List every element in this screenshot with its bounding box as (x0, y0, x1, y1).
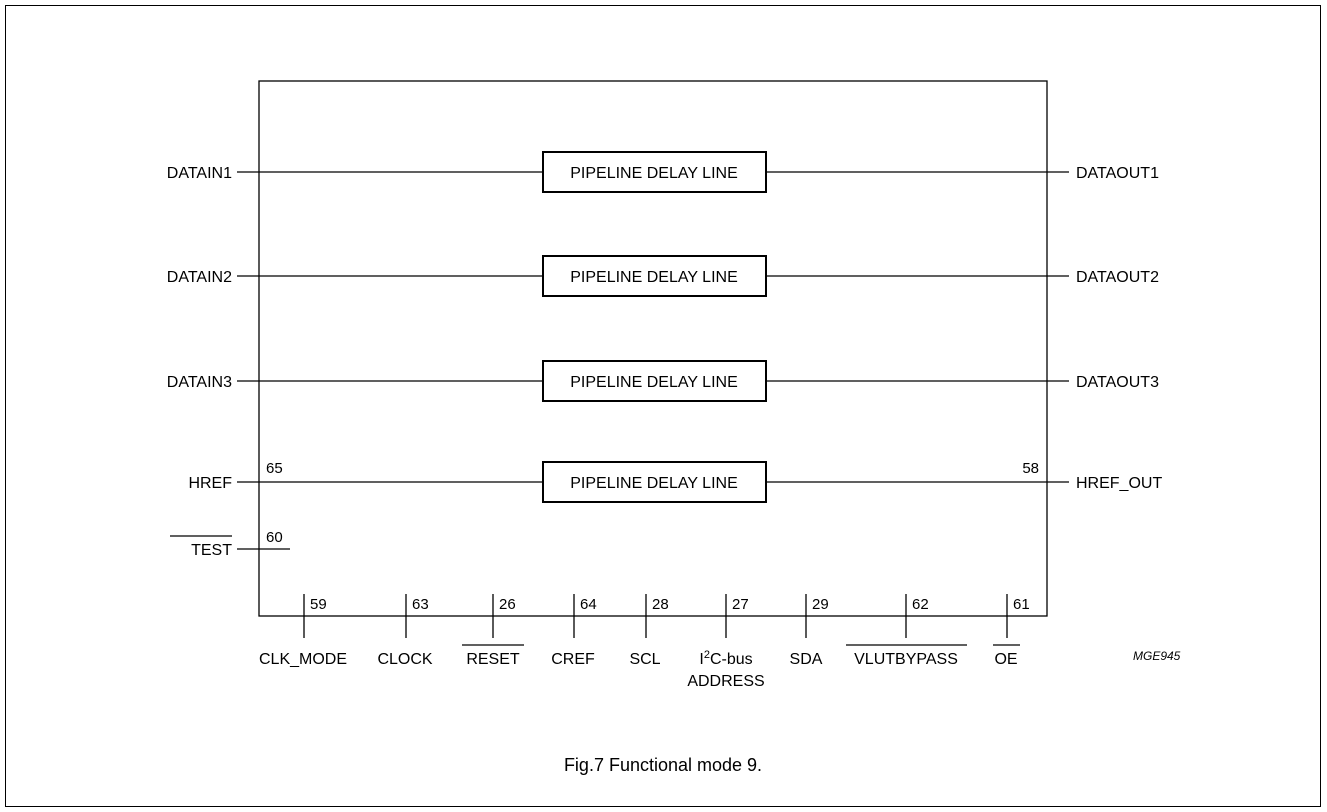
pin-number: 62 (912, 596, 929, 613)
signal-dataout3: DATAOUT3 (1076, 374, 1159, 391)
pin-label: SCL (629, 651, 660, 668)
pin-number: 28 (652, 596, 669, 613)
pin-label: CLOCK (377, 651, 432, 668)
pin-label-line2: ADDRESS (687, 673, 764, 690)
pin-number: 26 (499, 596, 516, 613)
pin-number: 59 (310, 596, 327, 613)
bottom-pin-clock: 63 CLOCK (377, 594, 433, 668)
signal-datain2: DATAIN2 (167, 269, 232, 286)
pin-number: 61 (1013, 596, 1030, 613)
bottom-pin-clk-mode: 59 CLK_MODE (259, 594, 347, 668)
pipeline-block-1 (542, 151, 767, 193)
figure-caption: Fig.7 Functional mode 9. (564, 755, 762, 775)
pin-label: SDA (790, 651, 823, 668)
bottom-pin-reset: 26 RESET (462, 594, 524, 668)
pin-label: OE (994, 651, 1017, 668)
pin-href-out: 58 (1022, 460, 1039, 477)
signal-href-out: HREF_OUT (1076, 475, 1162, 492)
pipeline-block-3 (542, 360, 767, 402)
signal-datain3: DATAIN3 (167, 374, 232, 391)
figure-ref: MGE945 (1133, 649, 1181, 663)
pin-label: CLK_MODE (259, 651, 347, 668)
pin-label: CREF (551, 651, 595, 668)
bottom-pin-i2c-address: 27 I2C-bus ADDRESS (687, 594, 765, 690)
bottom-pin-vlutbypass: 62 VLUTBYPASS (846, 594, 967, 668)
pin-test: 60 (266, 529, 283, 546)
pin-label: I2C-bus (699, 649, 752, 668)
device-outline (258, 80, 1048, 617)
pin-label: VLUTBYPASS (854, 651, 958, 668)
signal-datain1: DATAIN1 (167, 165, 232, 182)
pin-number: 63 (412, 596, 429, 613)
pin-number: 29 (812, 596, 829, 613)
bottom-pin-cref: 64 CREF (551, 594, 597, 668)
pin-number: 27 (732, 596, 749, 613)
pin-number: 64 (580, 596, 597, 613)
bottom-pin-oe: 61 OE (993, 594, 1030, 668)
signal-dataout2: DATAOUT2 (1076, 269, 1159, 286)
bottom-pin-sda: 29 SDA (790, 594, 829, 668)
signal-test: TEST (191, 542, 232, 559)
pipeline-block-3-label: PIPELINE DELAY LINE (570, 374, 737, 391)
pipeline-block-4-label: PIPELINE DELAY LINE (570, 475, 737, 492)
signal-href: HREF (188, 475, 232, 492)
pin-label: RESET (466, 651, 520, 668)
bottom-pin-scl: 28 SCL (629, 594, 669, 668)
pipeline-block-2-label: PIPELINE DELAY LINE (570, 269, 737, 286)
pin-href-in: 65 (266, 460, 283, 477)
figure-frame (5, 5, 1321, 807)
signal-dataout1: DATAOUT1 (1076, 165, 1159, 182)
pipeline-block-1-label: PIPELINE DELAY LINE (570, 165, 737, 182)
